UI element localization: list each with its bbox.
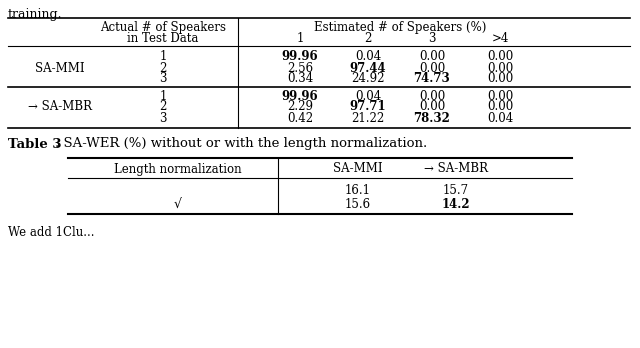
Text: 74.73: 74.73 [413, 72, 451, 86]
Text: 14.2: 14.2 [442, 198, 470, 211]
Text: 0.00: 0.00 [419, 62, 445, 74]
Text: We add 1Clu...: We add 1Clu... [8, 226, 95, 238]
Text: 0.04: 0.04 [355, 50, 381, 63]
Text: 2.56: 2.56 [287, 62, 313, 74]
Text: 99.96: 99.96 [282, 50, 318, 63]
Text: Actual # of Speakers: Actual # of Speakers [100, 21, 226, 33]
Text: SA-MMI: SA-MMI [333, 163, 383, 175]
Text: 0.00: 0.00 [419, 101, 445, 113]
Text: 0.42: 0.42 [287, 111, 313, 125]
Text: 1: 1 [296, 32, 304, 45]
Text: → SA-MBR: → SA-MBR [424, 163, 488, 175]
Text: Table 3: Table 3 [8, 137, 61, 150]
Text: SA-MMI: SA-MMI [35, 62, 85, 74]
Text: Length normalization: Length normalization [114, 163, 242, 175]
Text: 78.32: 78.32 [413, 111, 451, 125]
Text: 1: 1 [159, 89, 166, 103]
Text: 2: 2 [364, 32, 372, 45]
Text: Estimated # of Speakers (%): Estimated # of Speakers (%) [314, 21, 486, 33]
Text: in Test Data: in Test Data [127, 32, 198, 45]
Text: >4: >4 [492, 32, 509, 45]
Text: 0.00: 0.00 [487, 101, 513, 113]
Text: 1: 1 [159, 50, 166, 63]
Text: 0.00: 0.00 [487, 62, 513, 74]
Text: 3: 3 [159, 72, 167, 86]
Text: 21.22: 21.22 [351, 111, 385, 125]
Text: 0.00: 0.00 [419, 89, 445, 103]
Text: 0.34: 0.34 [287, 72, 313, 86]
Text: 15.7: 15.7 [443, 184, 469, 198]
Text: 0.00: 0.00 [419, 50, 445, 63]
Text: 97.71: 97.71 [349, 101, 387, 113]
Text: 99.96: 99.96 [282, 89, 318, 103]
Text: 3: 3 [428, 32, 436, 45]
Text: 0.00: 0.00 [487, 50, 513, 63]
Text: 0.00: 0.00 [487, 72, 513, 86]
Text: 0.04: 0.04 [355, 89, 381, 103]
Text: 97.44: 97.44 [349, 62, 387, 74]
Text: 2.29: 2.29 [287, 101, 313, 113]
Text: 3: 3 [159, 111, 167, 125]
Text: 2: 2 [159, 62, 166, 74]
Text: 0.04: 0.04 [487, 111, 513, 125]
Text: 15.6: 15.6 [345, 198, 371, 211]
Text: 16.1: 16.1 [345, 184, 371, 198]
Text: . SA-WER (%) without or with the length normalization.: . SA-WER (%) without or with the length … [55, 137, 428, 150]
Text: 24.92: 24.92 [351, 72, 385, 86]
Text: → SA-MBR: → SA-MBR [28, 101, 92, 113]
Text: 0.00: 0.00 [487, 89, 513, 103]
Text: training.: training. [8, 8, 63, 21]
Text: 2: 2 [159, 101, 166, 113]
Text: √: √ [174, 198, 182, 211]
